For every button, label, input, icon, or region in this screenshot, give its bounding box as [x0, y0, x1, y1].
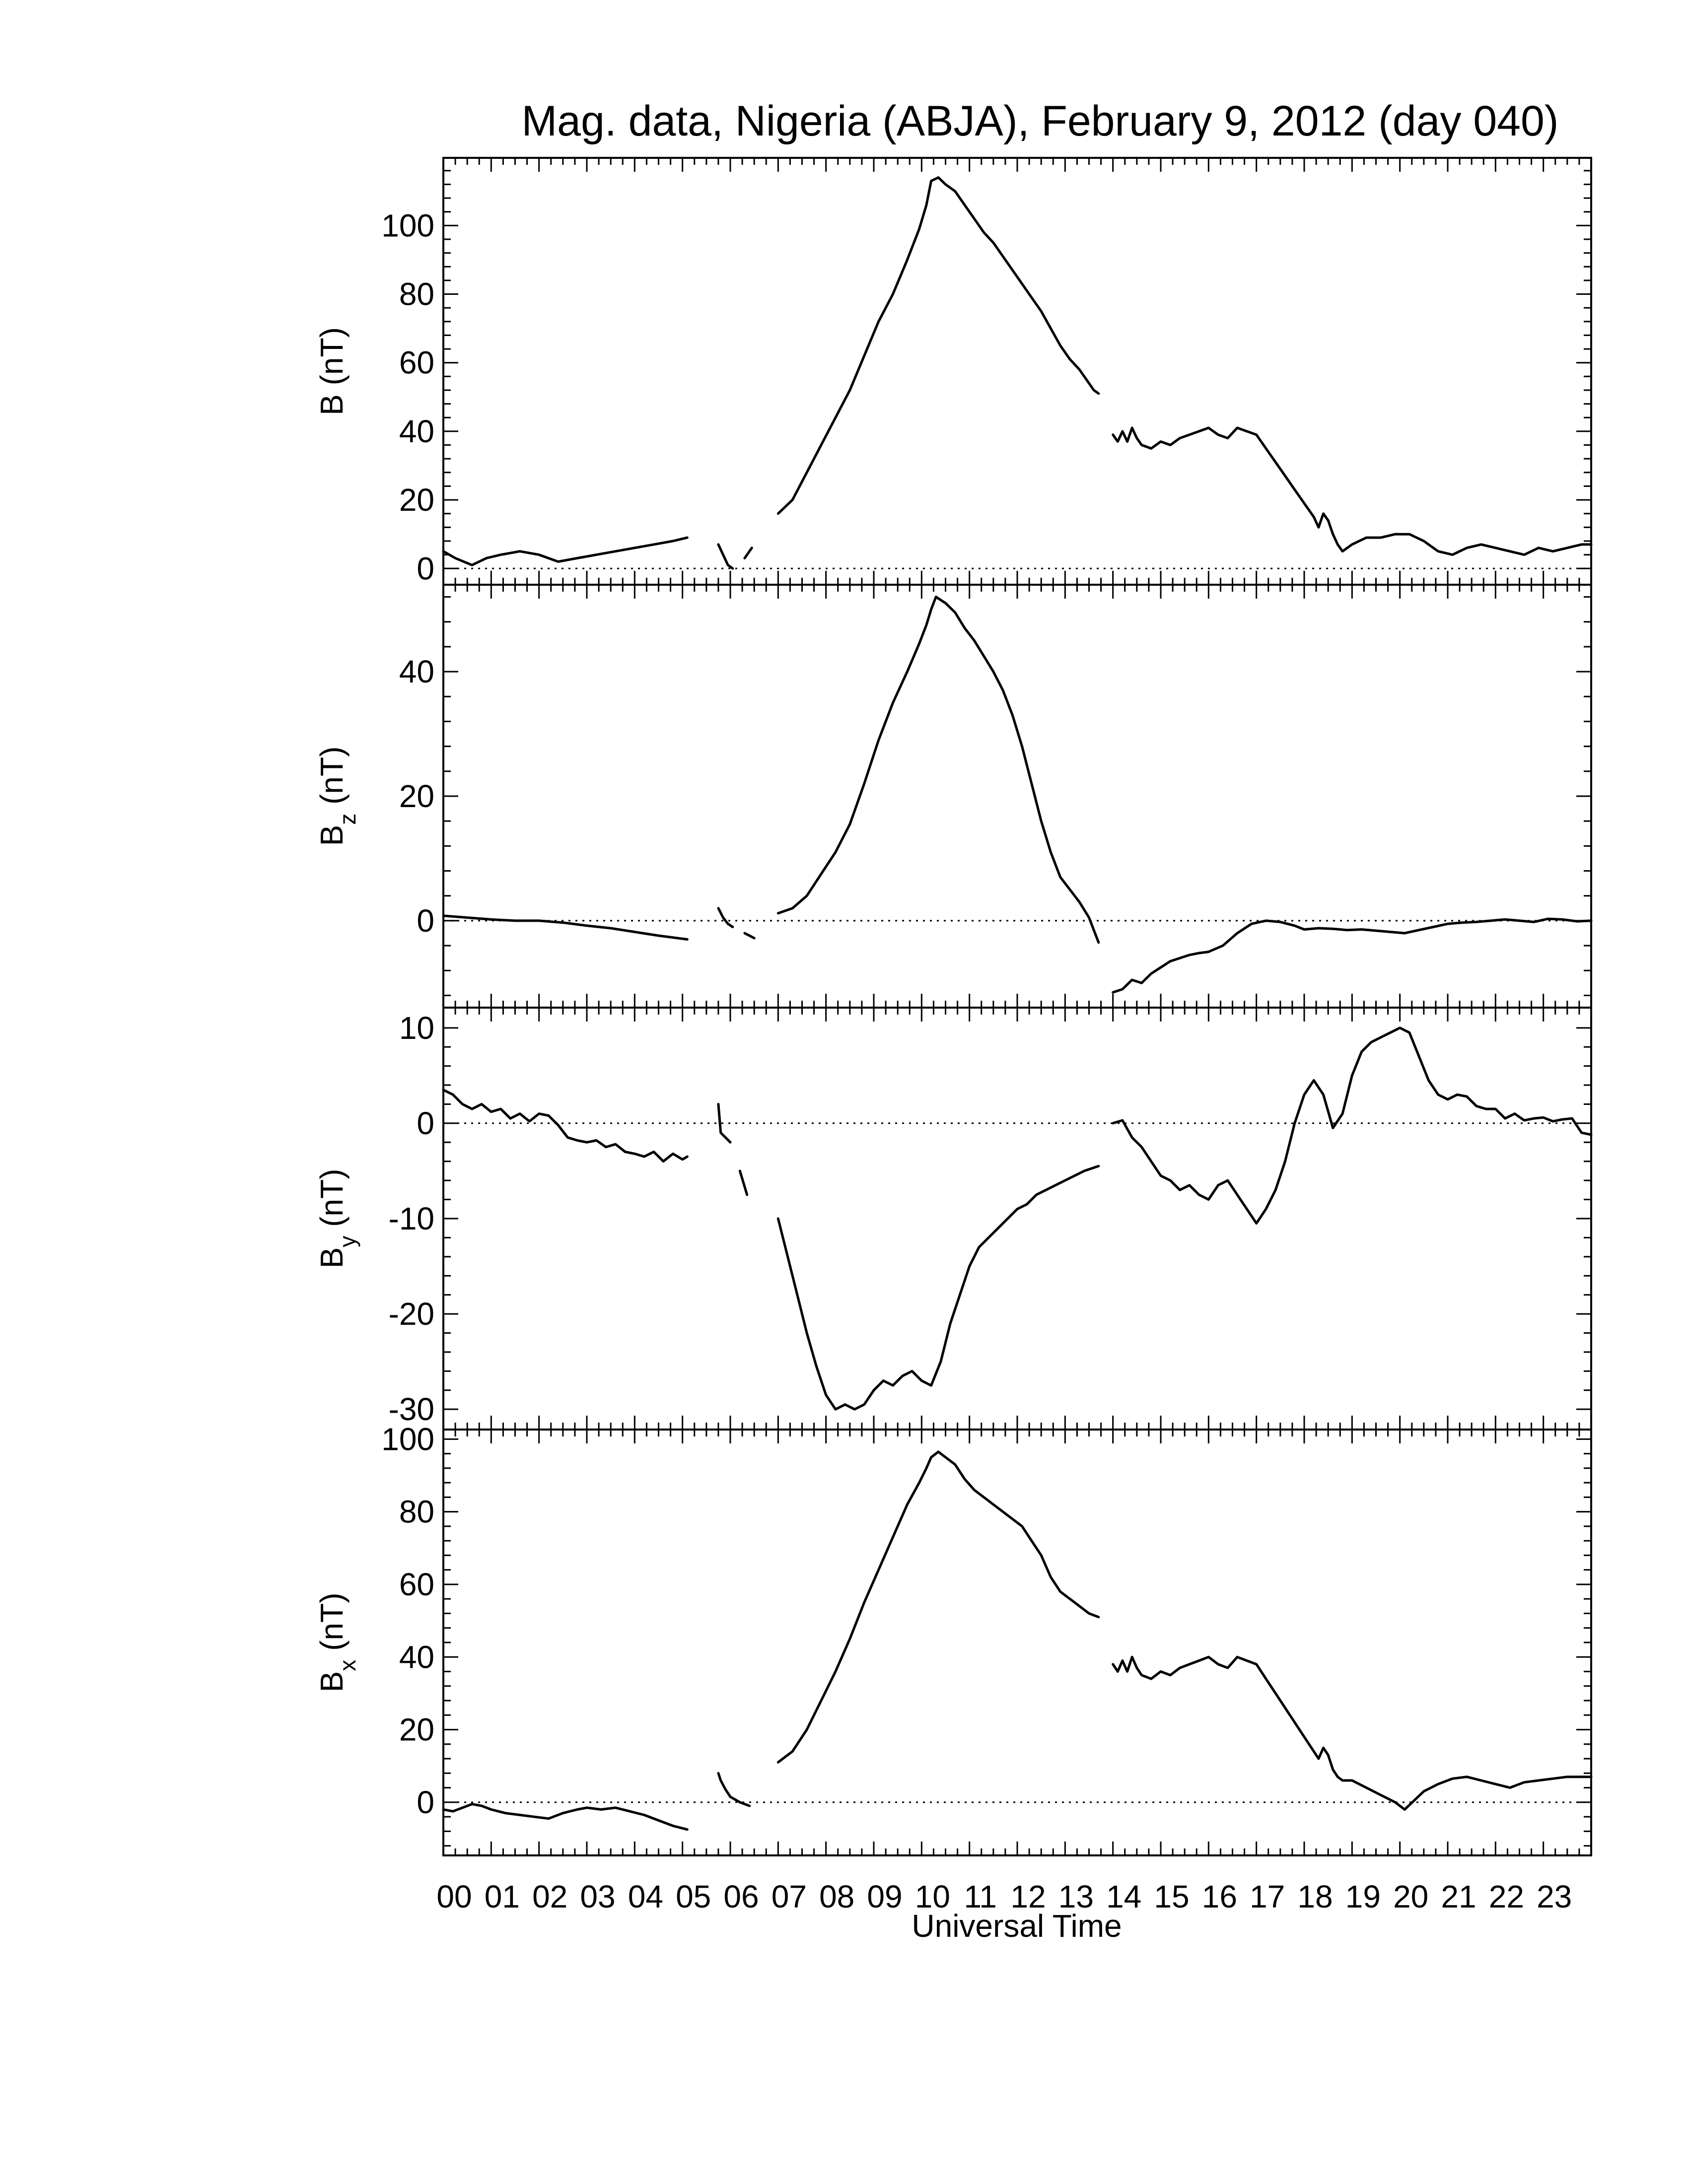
- y-tick-label-Bz: 20: [399, 778, 434, 814]
- panel-frame-By: [442, 1007, 1592, 1431]
- y-tick-label-B: 80: [399, 276, 434, 312]
- series-line-By-segment-3: [776, 1164, 1100, 1411]
- y-axis-label-main: B: [314, 825, 350, 846]
- x-tick-label: 06: [723, 1879, 759, 1914]
- y-axis-label-main: B (nT): [314, 327, 350, 415]
- panel-By: -30 -20 -10 0 10 By (nT): [314, 1007, 1593, 1431]
- series-line-B-segment-4: [1112, 426, 1593, 556]
- x-tick-label: 14: [1106, 1879, 1141, 1914]
- y-axis-label-unit: (nT): [314, 1593, 350, 1660]
- y-tick-label-Bx: 100: [381, 1421, 434, 1457]
- x-tick-label: 07: [772, 1879, 807, 1914]
- y-tick-label-Bx: 40: [399, 1639, 434, 1675]
- x-tick-label: 03: [580, 1879, 615, 1914]
- series-line-B-segment-0: [442, 536, 689, 566]
- x-tick-labels: 00 01 02 03 04 05 06 07 08 09 10 11 12 13 14 15 16 17 18 19…: [436, 1879, 1572, 1914]
- y-tick-label-By: -30: [389, 1391, 435, 1427]
- x-tick-label: 00: [436, 1879, 472, 1914]
- x-tick-label: 20: [1393, 1879, 1428, 1914]
- y-tick-label-Bz: 0: [417, 903, 434, 939]
- series-line-Bx-segment-2: [776, 1450, 1100, 1764]
- y-axis-label-unit: (nT): [314, 747, 350, 814]
- series-line-Bz-segment-2: [743, 932, 756, 940]
- x-tick-label: 10: [915, 1879, 950, 1914]
- y-tick-label-Bz: 40: [399, 654, 434, 689]
- series-line-B-segment-3: [776, 176, 1100, 515]
- y-tick-label-Bx: 20: [399, 1712, 434, 1748]
- y-axis-label-main: B: [314, 1247, 350, 1269]
- x-tick-label: 21: [1441, 1879, 1476, 1914]
- x-tick-label: 01: [485, 1879, 520, 1914]
- x-tick-label: 11: [964, 1879, 996, 1914]
- x-tick-label: 23: [1537, 1879, 1572, 1914]
- y-tick-label-B: 40: [399, 413, 434, 449]
- panel-frame-Bx: [442, 1429, 1592, 1856]
- series-line-Bx-segment-1: [717, 1772, 751, 1807]
- x-axis-label: Universal Time: [912, 1908, 1122, 1944]
- series-line-Bx-segment-3: [1112, 1655, 1593, 1811]
- series-line-By-segment-0: [442, 1089, 689, 1163]
- y-tick-label-By: 0: [417, 1105, 434, 1141]
- y-axis-label-subscript: x: [335, 1660, 360, 1671]
- y-axis-label-unit: (nT): [314, 1169, 350, 1236]
- panel-Bz: 0 20 40 Bz (nT): [314, 584, 1593, 1009]
- y-tick-label-B: 20: [399, 482, 434, 518]
- y-tick-label-B: 0: [417, 550, 434, 586]
- y-tick-label-Bx: 60: [399, 1567, 434, 1602]
- y-tick-label-By: -10: [389, 1201, 435, 1236]
- x-tick-label: 19: [1345, 1879, 1381, 1914]
- y-axis-label-By: By (nT): [314, 1169, 360, 1269]
- series-line-B-segment-2: [743, 546, 753, 559]
- x-tick-label: 09: [867, 1879, 902, 1914]
- y-tick-label-Bx: 0: [417, 1784, 434, 1820]
- chart-title: Mag. data, Nigeria (ABJA), February 9, 2…: [522, 97, 1559, 145]
- series-line-Bz-segment-0: [442, 914, 689, 941]
- x-tick-label: 22: [1489, 1879, 1524, 1914]
- panel-B: 0 20 40 60 80 100 B (nT): [314, 157, 1593, 586]
- x-tick-label: 05: [676, 1879, 711, 1914]
- series-line-By-segment-2: [738, 1169, 749, 1196]
- x-tick-label: 15: [1154, 1879, 1189, 1914]
- y-tick-label-By: -20: [389, 1296, 435, 1332]
- panel-Bx: 0 20 40 60 80 100 Bx (nT): [314, 1421, 1593, 1856]
- series-line-B-segment-1: [717, 543, 734, 570]
- y-axis-label-Bx: Bx (nT): [314, 1593, 360, 1693]
- series-line-Bz-segment-1: [717, 907, 734, 928]
- x-tick-label: 17: [1250, 1879, 1285, 1914]
- x-tick-label: 18: [1297, 1879, 1333, 1914]
- x-tick-label: 02: [532, 1879, 567, 1914]
- panel-frame-Bz: [442, 584, 1592, 1009]
- y-tick-label-By: 10: [399, 1010, 434, 1046]
- x-tick-label: 13: [1058, 1879, 1094, 1914]
- x-tick-label: 08: [819, 1879, 854, 1914]
- y-tick-label-Bx: 80: [399, 1494, 434, 1530]
- series-line-Bx-segment-0: [442, 1803, 689, 1831]
- x-tick-label: 16: [1202, 1879, 1237, 1914]
- y-tick-label-B: 60: [399, 345, 434, 381]
- series-line-Bz-segment-4: [1112, 917, 1593, 994]
- series-line-Bz-segment-3: [776, 596, 1100, 944]
- series-line-By-segment-1: [717, 1103, 732, 1144]
- y-axis-label-B: B (nT): [314, 327, 350, 415]
- y-axis-label-subscript: z: [335, 814, 360, 825]
- y-axis-label-main: B: [314, 1671, 350, 1693]
- x-tick-label: 04: [628, 1879, 663, 1914]
- y-axis-label-Bz: Bz (nT): [314, 747, 360, 846]
- panel-frame-B: [442, 157, 1592, 586]
- x-tick-label: 12: [1010, 1879, 1046, 1914]
- series-line-By-segment-4: [1112, 1026, 1593, 1225]
- y-tick-label-B: 100: [381, 207, 434, 243]
- y-axis-label-subscript: y: [335, 1236, 360, 1247]
